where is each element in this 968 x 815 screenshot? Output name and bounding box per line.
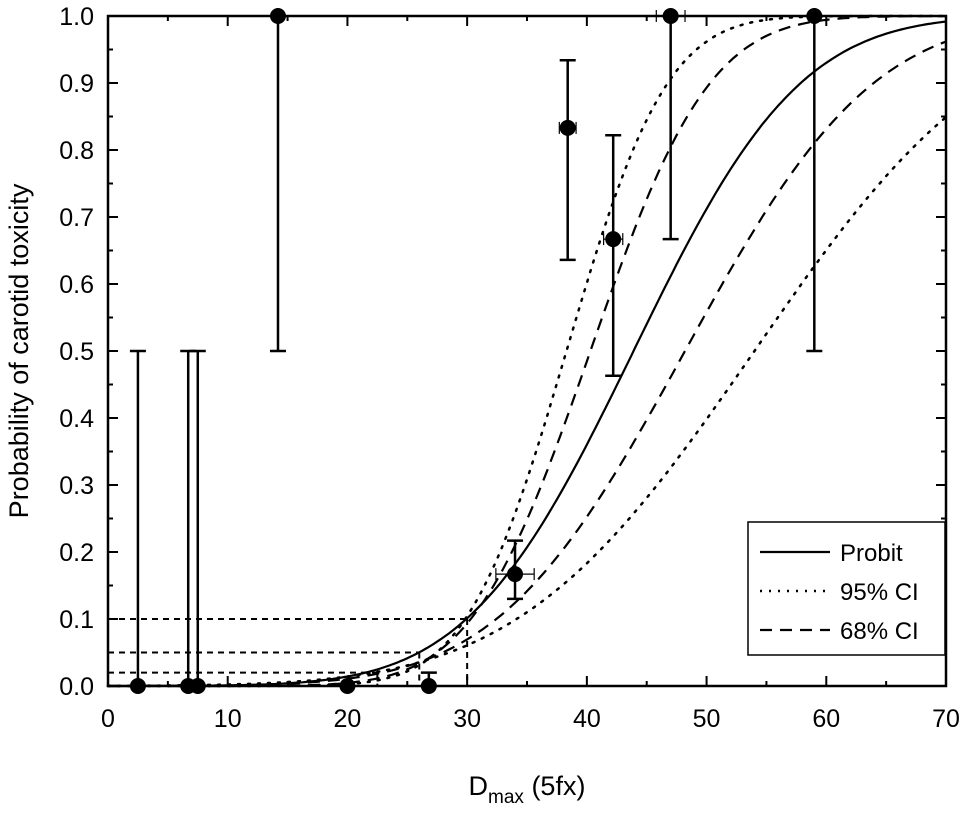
- x-axis-label-sub: max: [488, 787, 524, 808]
- data-point: [559, 119, 576, 136]
- x-tick-label: 10: [214, 705, 242, 733]
- x-tick-label: 70: [932, 705, 960, 733]
- y-tick-label: 0.7: [59, 204, 94, 232]
- y-tick-label: 0.8: [59, 137, 94, 165]
- x-tick-label: 50: [693, 705, 721, 733]
- curve-dotted: [106, 115, 948, 688]
- curve-dashed: [108, 40, 947, 688]
- legend-label-95ci: 95% CI: [840, 579, 919, 606]
- x-tick-labels: 0 10 20 30 40 50 60 70: [101, 705, 960, 733]
- y-tick-label: 0.6: [59, 271, 94, 299]
- x-tick-label: 40: [573, 705, 601, 733]
- y-tick-label: 0.2: [59, 539, 94, 567]
- legend: Probit 95% CI 68% CI: [747, 521, 946, 656]
- data-point: [507, 566, 524, 583]
- curve-dashed: [108, 14, 947, 688]
- y-tick-label: 0.3: [59, 472, 94, 500]
- legend-box: [747, 521, 946, 656]
- data-point: [605, 231, 622, 248]
- x-axis-label-rest: (5fx): [524, 771, 586, 801]
- y-tick-label: 0.9: [59, 70, 94, 98]
- x-tick-label: 0: [101, 705, 115, 733]
- y-tick-label: 0.1: [59, 606, 94, 634]
- y-tick-label: 0.4: [59, 405, 94, 433]
- y-tick-label: 0.0: [59, 673, 94, 701]
- axis-ticks: [107, 15, 947, 687]
- threshold-lines: [108, 618, 469, 686]
- x-tick-label: 60: [812, 705, 840, 733]
- y-tick-label: 1.0: [59, 3, 94, 31]
- x-tick-label: 30: [453, 705, 481, 733]
- legend-label-probit: Probit: [840, 540, 903, 567]
- y-tick-label: 0.5: [59, 338, 94, 366]
- x-axis-label: Dmax (5fx): [469, 771, 586, 808]
- y-tick-labels: 0.0 0.1 0.2 0.3 0.4 0.5 0.6 0.7 0.8 0.9 1.0: [59, 3, 94, 701]
- legend-label-68ci: 68% CI: [840, 618, 919, 645]
- x-tick-label: 20: [334, 705, 362, 733]
- x-axis-label-main: D: [469, 771, 489, 801]
- y-axis-label: Probability of carotid toxicity: [4, 183, 34, 518]
- data-points: [129, 8, 823, 694]
